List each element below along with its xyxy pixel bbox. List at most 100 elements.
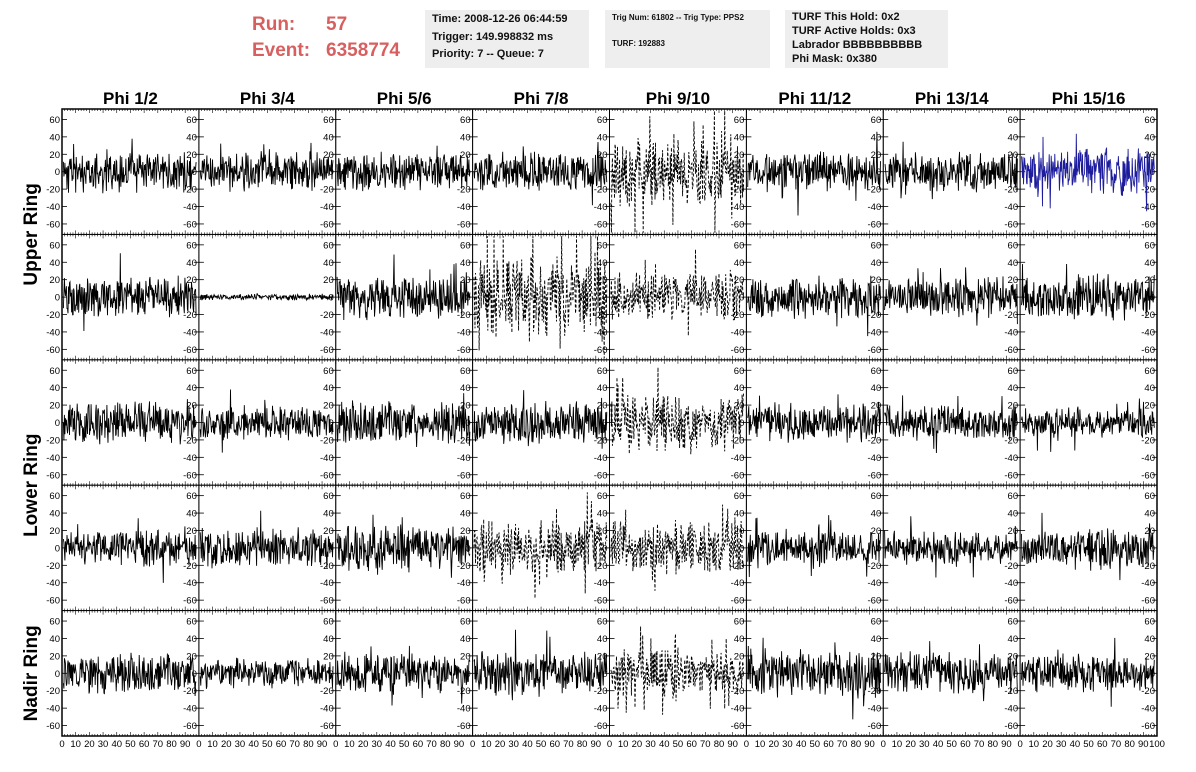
y-tick-label-right: 20 (871, 150, 882, 161)
y-tick-label: 20 (49, 651, 60, 662)
y-tick-label-right: -20 (1004, 310, 1018, 321)
y-tick-label-right: -40 (1004, 202, 1018, 213)
y-tick-label-right: 60 (734, 240, 745, 251)
y-tick-label-right: 60 (734, 617, 745, 628)
y-tick-label: 60 (49, 617, 60, 628)
y-tick-label-right: -20 (457, 686, 471, 697)
y-tick-label: -20 (46, 686, 60, 697)
y-tick-label-right: -40 (1004, 704, 1018, 715)
y-tick-label: 60 (49, 491, 60, 502)
y-tick-label: 20 (49, 526, 60, 537)
y-tick-label-right: -20 (320, 435, 334, 446)
y-tick-label-right: 40 (1008, 509, 1019, 520)
panel-r4-c5: -60 -40 -20 0 20 40 60 (609, 484, 747, 612)
y-tick-label-right: 20 (734, 275, 745, 286)
y-tick-label-right: 20 (1008, 150, 1019, 161)
y-tick-label-right: 60 (1008, 366, 1019, 377)
y-tick-label-right: 20 (734, 651, 745, 662)
y-tick-label-right: -40 (320, 327, 334, 338)
y-tick-label-right: -60 (183, 345, 197, 356)
y-tick-label-right: -20 (1141, 686, 1155, 697)
waveform-line (62, 652, 197, 697)
y-tick-label-right: -40 (868, 202, 882, 213)
y-tick-label-right: -20 (1141, 435, 1155, 446)
y-tick-label-right: -20 (183, 185, 197, 196)
y-tick-label: -40 (46, 202, 60, 213)
y-tick-label-right: 40 (871, 258, 882, 269)
y-tick-label-right: 60 (460, 115, 471, 126)
y-tick-label-right: -40 (1141, 704, 1155, 715)
panel-r3-c4: -60 -40 -20 0 20 40 60 (472, 359, 610, 486)
y-tick-label-right: -40 (1141, 202, 1155, 213)
waveform-line (884, 141, 1018, 200)
y-tick-label-right: 20 (1144, 275, 1155, 286)
waveform-line (199, 293, 334, 302)
waveform-line (473, 141, 608, 206)
waveform-line (747, 275, 881, 337)
waveform-line (610, 626, 745, 715)
y-tick-label-right: 20 (186, 150, 197, 161)
y-tick-label-right: -40 (594, 202, 608, 213)
y-tick-label-right: 20 (460, 275, 471, 286)
y-tick-label-right: 40 (871, 509, 882, 520)
column-header-6: Phi 11/12 (778, 89, 851, 108)
y-tick-label-right: -60 (594, 596, 608, 607)
y-tick-label-right: 60 (734, 366, 745, 377)
y-tick-label-right: 40 (597, 132, 608, 143)
y-tick-label-right: 0 (602, 543, 607, 554)
y-tick-label-right: 0 (192, 669, 197, 680)
y-tick-label: -40 (46, 453, 60, 464)
panel-frame (472, 108, 610, 235)
y-tick-label: 0 (55, 167, 60, 178)
y-tick-label-right: 40 (1144, 258, 1155, 269)
y-tick-label-right: 60 (460, 366, 471, 377)
y-tick-label-right: 40 (186, 383, 197, 394)
y-tick-label-right: 40 (1144, 383, 1155, 394)
y-tick-label-right: 0 (602, 418, 607, 429)
y-tick-label-right: -60 (594, 219, 608, 230)
y-tick-label-right: 20 (1144, 401, 1155, 412)
y-tick-label-right: -40 (594, 578, 608, 589)
run-event-box: Run: 57 Event: 6358774 (252, 12, 400, 64)
y-tick-label-right: 20 (460, 526, 471, 537)
y-tick-label-right: -20 (594, 561, 608, 572)
y-tick-label-right: 40 (186, 509, 197, 520)
y-tick-label-right: -20 (594, 310, 608, 321)
y-tick-label-right: -40 (320, 202, 334, 213)
y-tick-label-right: 60 (871, 491, 882, 502)
y-tick-label-right: 40 (1144, 634, 1155, 645)
panel-frame (472, 233, 610, 361)
y-tick-label-right: -20 (731, 435, 745, 446)
y-tick-label-right: 20 (597, 526, 608, 537)
y-tick-label-right: 60 (597, 491, 608, 502)
panel-r5-c1: -60 -60 -40 -40 -20 -20 0 0 20 20 40 40 60 60 (46, 610, 200, 737)
y-tick-label-right: -60 (1141, 721, 1155, 732)
waveform-line (610, 249, 745, 336)
y-tick-label-right: 60 (323, 366, 334, 377)
y-tick-label-right: 20 (186, 401, 197, 412)
panel-r5-c7: -60 -40 -20 0 20 40 60 (882, 610, 1021, 737)
y-tick-label-right: -40 (868, 327, 882, 338)
waveform-line (199, 142, 334, 192)
y-tick-label-right: 60 (871, 617, 882, 628)
y-tick-label-right: -20 (868, 310, 882, 321)
y-tick-label-right: 40 (1144, 132, 1155, 143)
y-tick-label-right: 20 (1008, 651, 1019, 662)
y-tick-label-right: 20 (734, 526, 745, 537)
panel-r1-c1: -60 -60 -40 -40 -20 -20 0 0 20 20 40 40 60 60 (46, 108, 200, 235)
y-tick-label: 40 (49, 132, 60, 143)
y-tick-label-right: 20 (460, 651, 471, 662)
ring-label-3: Nadir Ring (21, 625, 42, 721)
y-tick-label-right: -60 (731, 345, 745, 356)
waveform-line (336, 514, 471, 578)
y-tick-label: 0 (55, 418, 60, 429)
waveform-line (884, 516, 1018, 578)
panel-r2-c5: -60 -40 -20 0 20 40 60 (609, 233, 747, 361)
y-tick-label-right: -40 (183, 578, 197, 589)
y-tick-label-right: 0 (1013, 669, 1018, 680)
